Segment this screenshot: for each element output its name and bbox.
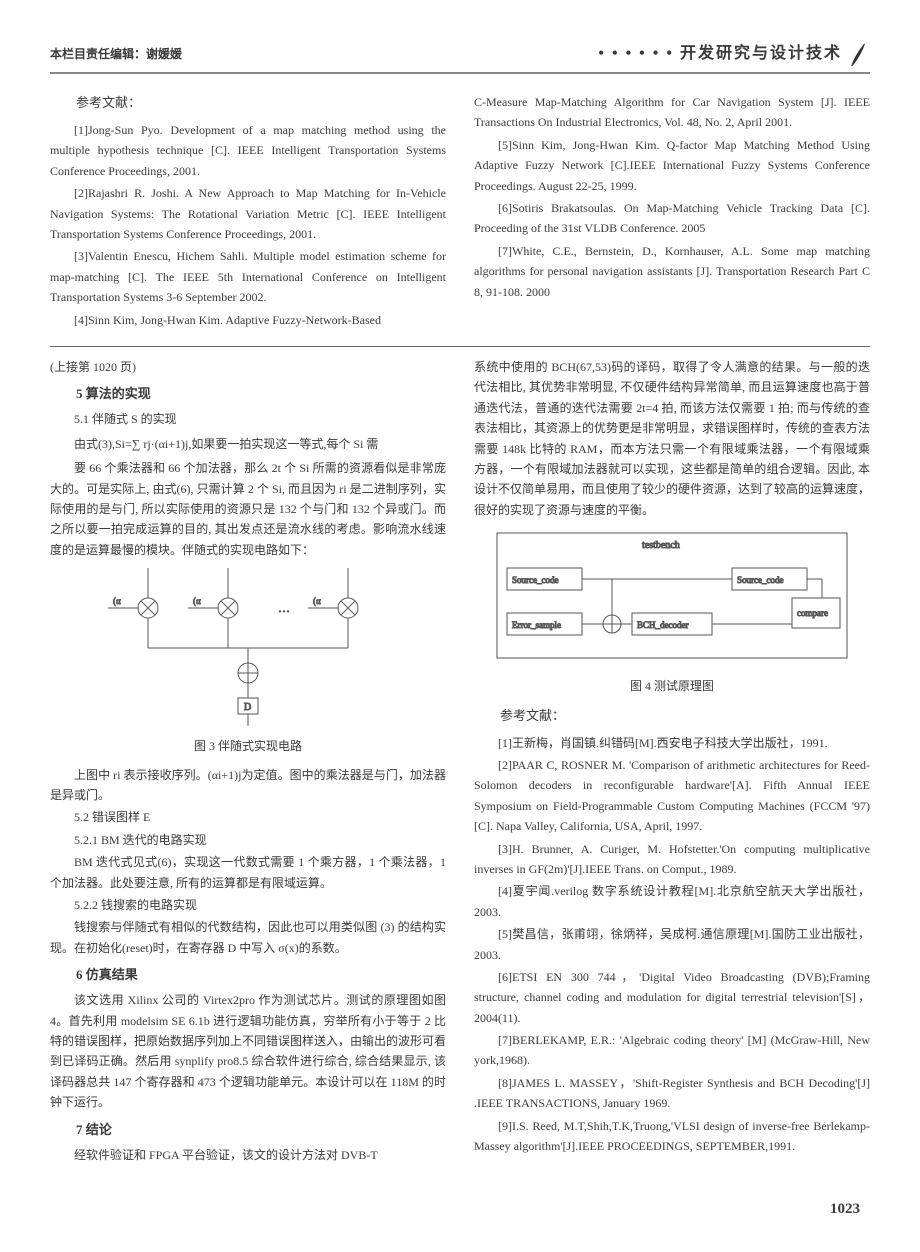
header-right: • • • • • • 开发研究与设计技术: [598, 40, 870, 68]
sec5-2-1: 5.2.1 BM 迭代的电路实现: [50, 830, 446, 850]
ref-item: C-Measure Map-Matching Algorithm for Car…: [474, 92, 870, 133]
header-dots: • • • • • •: [598, 40, 674, 67]
ref-item: [7]BERLEKAMP, E.R.: 'Algebraic coding th…: [474, 1030, 870, 1071]
ref-item: [1]王新梅，肖国镇.纠错码[M].西安电子科技大学出版社，1991.: [474, 733, 870, 753]
header-left-text: 本栏目责任编辑：谢媛媛: [50, 44, 182, 64]
page-number: 1023: [830, 1197, 860, 1223]
bottom-left-col: (上接第 1020 页) 5 算法的实现 5.1 伴随式 S 的实现 由式(3)…: [50, 357, 446, 1167]
svg-text:(α: (α: [313, 596, 321, 606]
formula-line: 由式(3),Si=∑ rj·(αi+1)j,如果要一拍实现这一等式,每个 Si …: [50, 434, 446, 454]
ref-item: [6]Sotiris Brakatsoulas. On Map-Matching…: [474, 198, 870, 239]
sec5-2-2: 5.2.2 钱搜索的电路实现: [50, 895, 446, 915]
ref-item: [7]White, C.E., Bernstein, D., Kornhause…: [474, 241, 870, 302]
feather-icon: [848, 40, 870, 68]
sec5-1: 5.1 伴随式 S 的实现: [50, 409, 446, 429]
sec5-2: 5.2 错误图样 E: [50, 807, 446, 827]
svg-text:Source_code: Source_code: [512, 575, 558, 585]
svg-text:Error_sample: Error_sample: [512, 620, 561, 630]
sec5-title: 5 算法的实现: [50, 383, 446, 405]
ref-item: [5]樊昌信，张甫翊，徐炳祥，吴成柯.通信原理[M].国防工业出版社，2003.: [474, 924, 870, 965]
fig4-top-label: testbench: [642, 540, 680, 551]
page-header: 本栏目责任编辑：谢媛媛 • • • • • • 开发研究与设计技术: [50, 40, 870, 74]
ref-item: [1]Jong-Sun Pyo. Development of a map ma…: [50, 120, 446, 181]
para1: 要 66 个乘法器和 66 个加法器，那么 2t 个 Si 所需的资源看似是非常…: [50, 458, 446, 560]
fig4-caption: 图 4 测试原理图: [474, 676, 870, 696]
svg-text:Source_code: Source_code: [737, 575, 783, 585]
ref-item: [3]Valentin Enescu, Hichem Sahli. Multip…: [50, 246, 446, 307]
ref-item: [6]ETSI EN 300 744，'Digital Video Broadc…: [474, 967, 870, 1028]
svg-text:D: D: [244, 702, 251, 713]
bottom-right-col: 系统中使用的 BCH(67,53)码的译码，取得了令人满意的结果。与一般的迭代法…: [474, 357, 870, 1167]
svg-text:compare: compare: [797, 608, 828, 618]
refs2-title: 参考文献：: [474, 705, 870, 727]
figure-3-diagram: (α (α (α … D: [98, 568, 398, 728]
right-para1: 系统中使用的 BCH(67,53)码的译码，取得了令人满意的结果。与一般的迭代法…: [474, 357, 870, 520]
para5-2-1: BM 迭代式见式(6)，实现这一代数式需要 1 个乘方器，1 个乘法器，1 个加…: [50, 852, 446, 893]
ref-item: [8]JAMES L. MASSEY，'Shift-Register Synth…: [474, 1073, 870, 1114]
ref-item: [3]H. Brunner, A. Curiger, M. Hofstetter…: [474, 839, 870, 880]
header-title: 开发研究与设计技术: [680, 40, 842, 67]
top-right-col: C-Measure Map-Matching Algorithm for Car…: [474, 92, 870, 332]
bottom-columns: (上接第 1020 页) 5 算法的实现 5.1 伴随式 S 的实现 由式(3)…: [50, 357, 870, 1167]
fig3-caption: 图 3 伴随式实现电路: [50, 736, 446, 756]
para5-2-2: 钱搜索与伴随式有相似的代数结构，因此也可以用类似图 (3) 的结构实现。在初始化…: [50, 917, 446, 958]
ref-item: [2]PAAR C, ROSNER M. 'Comparison of arit…: [474, 755, 870, 837]
svg-text:(α: (α: [193, 596, 201, 606]
ref-item: [5]Sinn Kim, Jong-Hwan Kim. Q-factor Map…: [474, 135, 870, 196]
fig3-desc: 上图中 ri 表示接收序列。(αi+1)j为定值。图中的乘法器是与门，加法器是异…: [50, 765, 446, 806]
refs-title: 参考文献：: [50, 92, 446, 114]
figure-4-diagram: testbench Source_code Error_sample BCH_d…: [492, 528, 852, 668]
continued-note: (上接第 1020 页): [50, 357, 446, 377]
svg-text:(α: (α: [113, 596, 121, 606]
para6: 该文选用 Xilinx 公司的 Virtex2pro 作为测试芯片。测试的原理图…: [50, 990, 446, 1112]
top-left-col: 参考文献： [1]Jong-Sun Pyo. Development of a …: [50, 92, 446, 332]
ref-item: [4]夏宇闻.verilog 数字系统设计教程[M].北京航空航天大学出版社，2…: [474, 881, 870, 922]
svg-text:…: …: [278, 601, 290, 615]
sec6-title: 6 仿真结果: [50, 964, 446, 986]
sec7-title: 7 结论: [50, 1119, 446, 1141]
ref-item: [4]Sinn Kim, Jong-Hwan Kim. Adaptive Fuz…: [50, 310, 446, 330]
ref-item: [2]Rajashri R. Joshi. A New Approach to …: [50, 183, 446, 244]
svg-text:BCH_decoder: BCH_decoder: [637, 620, 689, 630]
para7: 经软件验证和 FPGA 平台验证，该文的设计方法对 DVB-T: [50, 1145, 446, 1165]
top-references-columns: 参考文献： [1]Jong-Sun Pyo. Development of a …: [50, 92, 870, 332]
separator-line: [50, 346, 870, 347]
ref-item: [9]I.S. Reed, M.T,Shih,T.K,Truong,'VLSI …: [474, 1116, 870, 1157]
